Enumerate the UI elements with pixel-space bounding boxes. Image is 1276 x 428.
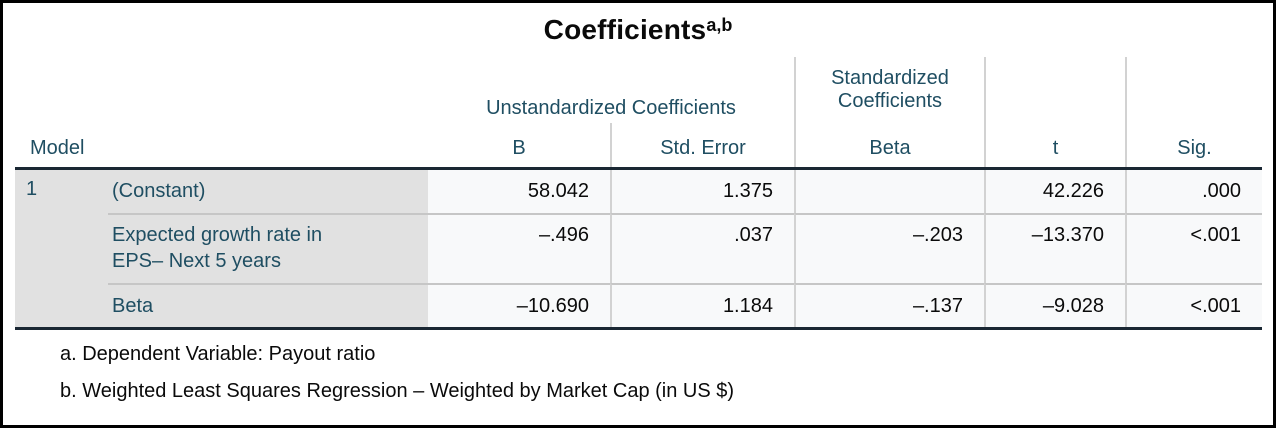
- cell-constant-beta: [794, 170, 984, 213]
- header-spacer-sig: [1125, 57, 1262, 123]
- cell-beta-std-error: 1.184: [610, 283, 794, 327]
- cell-beta-beta: –.137: [794, 283, 984, 327]
- table-title-footnote-marks: a,b: [706, 14, 733, 35]
- header-spacer-t: [984, 57, 1125, 123]
- header-col-b: B: [512, 137, 526, 159]
- footnote-a: a. Dependent Variable: Payout ratio: [60, 343, 376, 365]
- header-model: Model: [30, 137, 85, 159]
- table-title-text: Coefficients: [543, 14, 707, 45]
- table-title: Coefficientsa,b: [3, 3, 1273, 57]
- row-label-beta: Beta: [108, 283, 428, 327]
- header-col-t: t: [984, 123, 1125, 167]
- cell-beta-sig: <.001: [1125, 283, 1262, 327]
- header-col-std-error: Std. Error: [610, 123, 794, 167]
- header-group-standardized: Standardized Coefficients: [794, 57, 984, 123]
- cell-constant-b: 58.042: [428, 170, 610, 213]
- row-label-constant: (Constant): [108, 170, 428, 213]
- footnote-b: b. Weighted Least Squares Regression – W…: [60, 380, 735, 402]
- cell-growth-std-error: .037: [610, 213, 794, 283]
- cell-beta-t: –9.028: [984, 283, 1125, 327]
- cell-constant-std-error: 1.375: [610, 170, 794, 213]
- cell-beta-b: –10.690: [428, 283, 610, 327]
- cell-constant-sig: .000: [1125, 170, 1262, 213]
- cell-growth-sig: <.001: [1125, 213, 1262, 283]
- footnotes: a. Dependent Variable: Payout ratio b. W…: [3, 330, 1273, 403]
- header-col-sig: Sig.: [1125, 123, 1262, 167]
- row-label-growth-rate-text: Expected growth rate in EPS– Next 5 year…: [112, 224, 323, 272]
- cell-growth-beta: –.203: [794, 213, 984, 283]
- model-number-cell: 1: [15, 170, 108, 327]
- row-label-growth-rate: Expected growth rate in EPS– Next 5 year…: [108, 213, 428, 283]
- cell-growth-b: –.496: [428, 213, 610, 283]
- cell-constant-t: 42.226: [984, 170, 1125, 213]
- table-body: 1 (Constant) 58.042 1.375 42.226 .000 Ex…: [15, 170, 1262, 330]
- header-group-standardized-label: Standardized Coefficients: [831, 66, 949, 113]
- header-col-beta: Beta: [794, 123, 984, 167]
- header-group-unstandardized: Unstandardized Coefficients: [486, 97, 736, 119]
- cell-growth-t: –13.370: [984, 213, 1125, 283]
- coefficients-table: Unstandardized Coefficients Standardized…: [15, 57, 1262, 330]
- table-header: Unstandardized Coefficients Standardized…: [15, 57, 1262, 170]
